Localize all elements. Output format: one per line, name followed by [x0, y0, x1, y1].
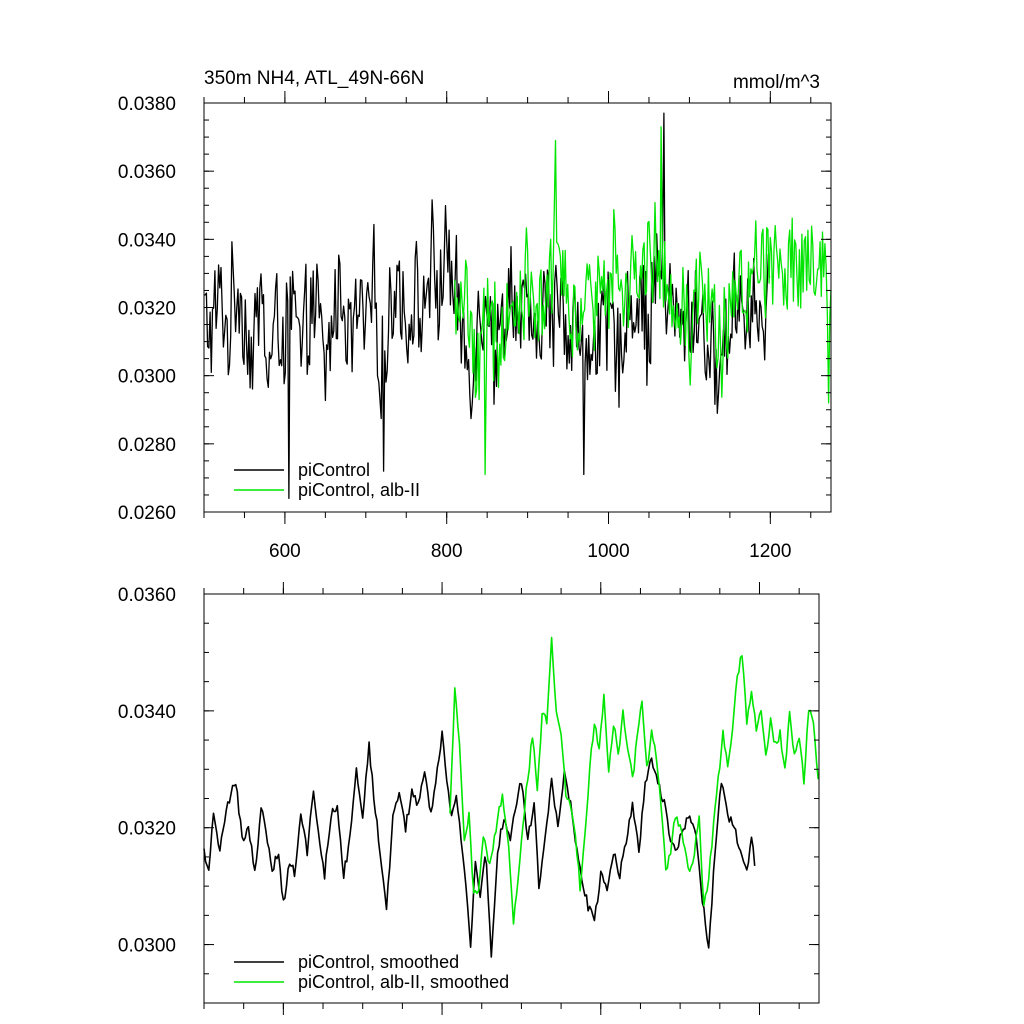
top-axes: 0.0260 0.0280 0.0300 0.0320 0.0340 0.0360 0.03…	[118, 91, 831, 562]
y-tick-label: 0.0280	[118, 435, 176, 456]
bottom-series-group	[203, 636, 819, 958]
y-tick-label: 0.0300	[118, 936, 176, 957]
legend-label-picontrol-smoothed: piControl, smoothed	[298, 952, 459, 972]
top-legend: piControl piControl, alb-II	[234, 460, 420, 500]
y-tick-label: 0.0320	[118, 299, 176, 320]
y-tick-label: 0.0300	[118, 367, 176, 388]
legend-label-alb-ii: piControl, alb-II	[298, 480, 420, 500]
y-tick-label: 0.0360	[118, 162, 176, 183]
y-tick-label: 0.0380	[118, 94, 176, 115]
y-tick-label: 0.0260	[118, 503, 176, 524]
top-panel: 350m NH4, ATL_49N-66N mmol/m^3 0.02600.0…	[118, 68, 832, 562]
bottom-panel: 0.0300 0.0320 0.0340 0.0360 piControl, smoo…	[118, 582, 820, 1015]
top-chart-title: 350m NH4, ATL_49N-66N	[204, 68, 424, 89]
series-line-picontrol-smoothed	[203, 730, 756, 958]
series-line-alb-ii	[454, 126, 832, 476]
bottom-axes: 0.0300 0.0320 0.0340 0.0360	[118, 582, 819, 1015]
x-tick-label: 1000	[587, 541, 629, 562]
x-tick-label: 600	[269, 541, 301, 562]
y-tick-label: 0.0360	[118, 585, 176, 606]
legend-label-alb-ii-smoothed: piControl, alb-II, smoothed	[298, 972, 509, 992]
y-tick-label: 0.0340	[118, 230, 176, 251]
top-chart-units: mmol/m^3	[733, 72, 820, 93]
bottom-legend: piControl, smoothed piControl, alb-II, s…	[234, 952, 509, 992]
x-tick-label: 1200	[749, 541, 791, 562]
top-series-group	[203, 112, 832, 500]
y-tick-label: 0.0340	[118, 702, 176, 723]
series-line-alb-ii-smoothed	[449, 636, 819, 925]
legend-label-picontrol: piControl	[298, 460, 370, 480]
y-tick-label: 0.0320	[118, 819, 176, 840]
x-tick-label: 800	[431, 541, 463, 562]
